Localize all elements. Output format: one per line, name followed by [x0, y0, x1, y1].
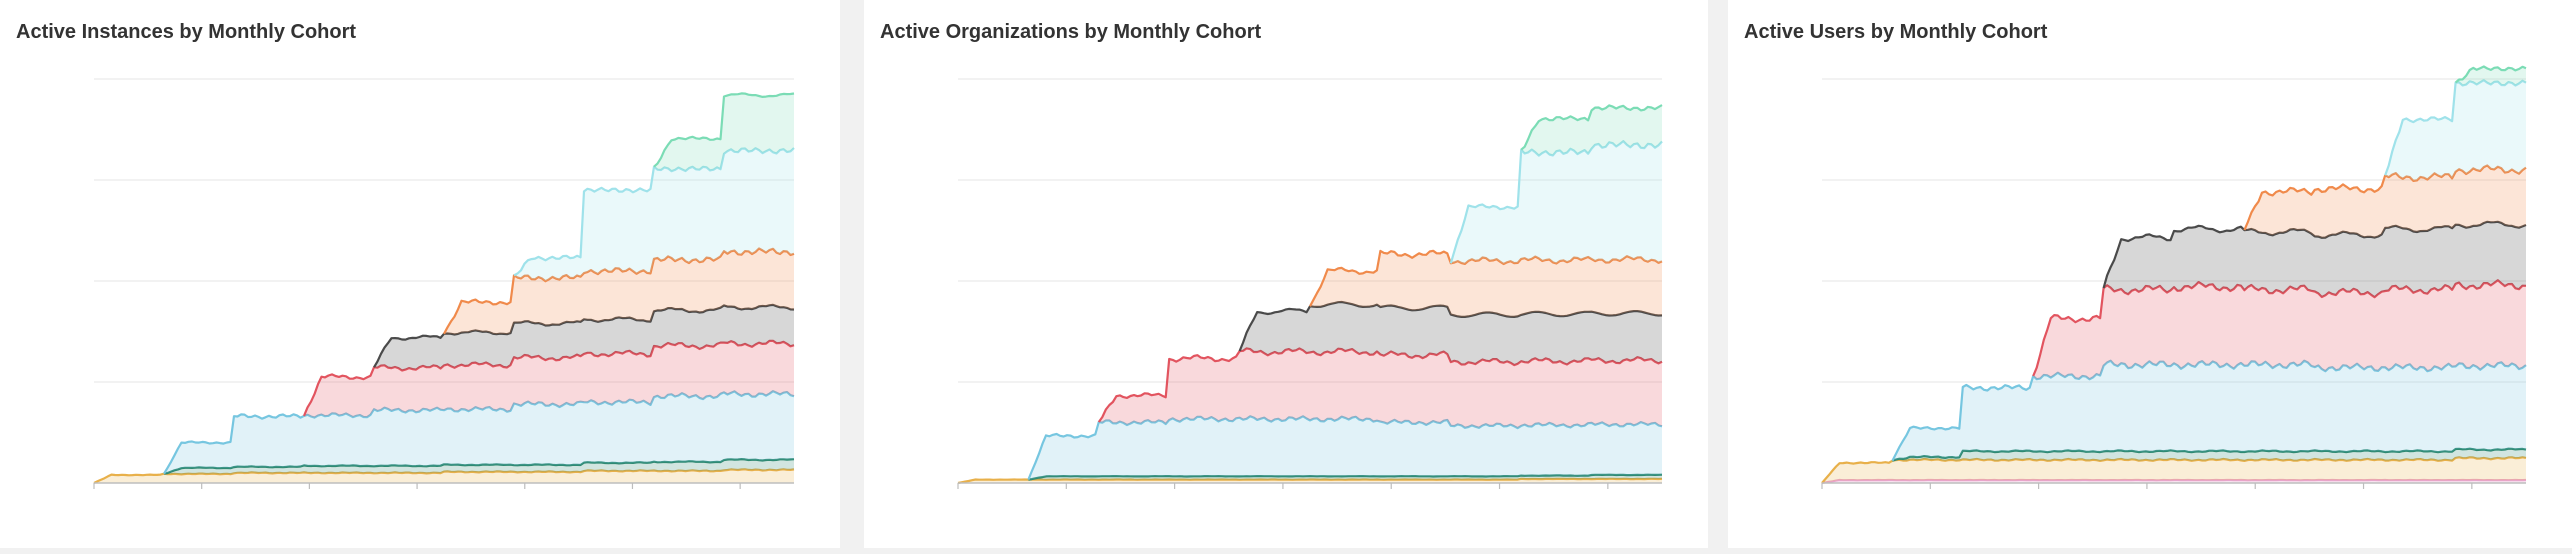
cohort-area-6	[444, 248, 794, 335]
cohort-line-4	[1891, 359, 2527, 462]
cohort-line-2	[163, 458, 795, 475]
cohort-area-7	[1450, 141, 1662, 264]
cohort-area-1	[94, 469, 794, 483]
users-panel: Active Users by Monthly Cohort	[1728, 0, 2572, 548]
cohort-line-8	[1520, 104, 1663, 151]
cohort-line-7	[2243, 164, 2527, 231]
chart-title: Active Users by Monthly Cohort	[1744, 21, 2048, 43]
cohort-line-8	[653, 92, 795, 168]
cohort-area-3	[1028, 416, 1662, 480]
cohort-area-5	[1239, 302, 1662, 366]
cohort-area-6	[2103, 221, 2526, 298]
cohort-line-4	[302, 339, 795, 417]
cohort-area-8	[2385, 80, 2526, 181]
cohort-line-6	[1309, 249, 1663, 307]
cohort-line-3	[163, 390, 795, 475]
cohort-line-6	[443, 247, 795, 335]
cohort-area-2	[1822, 457, 2526, 483]
cohort-area-4	[304, 340, 794, 418]
cohort-line-3	[1027, 415, 1663, 481]
cohort-area-4	[1098, 348, 1662, 429]
instances-chart	[93, 78, 795, 489]
cohort-line-1	[1821, 478, 2527, 485]
cohort-area-5	[2033, 280, 2526, 380]
organizations-chart	[957, 78, 1663, 489]
cohort-line-5	[2032, 279, 2527, 377]
cohort-area-9	[2455, 66, 2526, 86]
cohort-line-2	[1028, 473, 1663, 481]
cohort-line-1	[93, 468, 795, 484]
cohort-line-6	[2102, 220, 2527, 289]
chart-title: Active Organizations by Monthly Cohort	[880, 21, 1262, 43]
organizations-panel: Active Organizations by Monthly Cohort	[864, 0, 1708, 548]
cohort-line-1	[957, 477, 1663, 485]
cohort-area-7	[514, 148, 794, 282]
cohort-area-7	[2244, 165, 2526, 238]
instances-panel: Active Instances by Monthly Cohort	[0, 0, 840, 548]
cohort-line-2	[1821, 456, 2527, 484]
cohort-line-9	[2454, 65, 2527, 84]
cohort-area-3	[164, 391, 794, 474]
cohort-line-3	[1892, 447, 2527, 462]
cohort-area-4	[1892, 360, 2526, 461]
cohort-line-4	[1097, 347, 1663, 423]
cohort-line-7	[1449, 140, 1663, 264]
cohort-area-8	[654, 93, 794, 172]
users-chart	[1821, 65, 2527, 489]
cohort-area-5	[374, 304, 794, 371]
cohort-area-6	[1310, 250, 1662, 317]
chart-title: Active Instances by Monthly Cohort	[16, 21, 357, 43]
